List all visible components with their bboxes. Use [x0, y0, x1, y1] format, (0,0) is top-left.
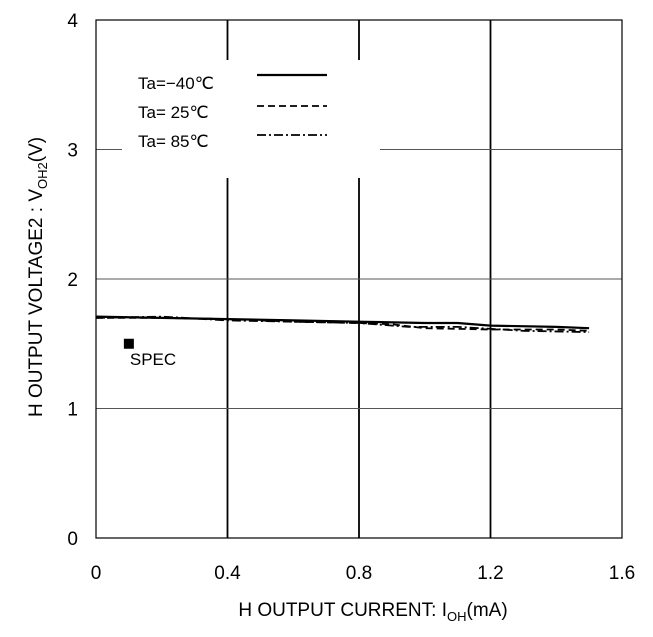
y-tick-label: 2	[67, 270, 78, 291]
y-tick-labels: 0 1 2 3 4	[67, 11, 78, 550]
legend-label-1: Ta=−40℃	[138, 74, 214, 93]
legend-background	[122, 60, 380, 178]
x-tick-labels: 0 0.4 0.8 1.2 1.6	[91, 563, 636, 584]
legend-label-3: Ta= 85℃	[138, 132, 209, 151]
legend: Ta=−40℃ Ta= 25℃ Ta= 85℃	[122, 60, 380, 178]
plot-frame	[95, 19, 623, 539]
series-line-3	[95, 315, 590, 333]
x-axis-title: H OUTPUT CURRENT: IOH(mA)	[238, 600, 507, 624]
y-tick-label: 3	[67, 141, 78, 162]
y-tick-label: 1	[67, 400, 78, 421]
y-tick-label: 4	[67, 11, 78, 32]
x-tick-label: 0.4	[214, 563, 241, 584]
series-line-2	[96, 316, 590, 332]
x-tick-label: 1.6	[609, 563, 635, 584]
legend-label-2: Ta= 25℃	[138, 103, 209, 122]
y-tick-label: 0	[67, 529, 78, 550]
spec-marker	[123, 338, 134, 349]
spec-label: SPEC	[130, 350, 176, 369]
x-tick-label: 0	[91, 563, 102, 584]
y-axis-title: H OUTPUT VOLTAGE2 : VOH2(V)	[26, 137, 50, 417]
x-tick-label: 0.8	[346, 563, 372, 584]
series-layer	[95, 315, 590, 333]
x-tick-label: 1.2	[477, 563, 503, 584]
annotation-layer: SPEC	[123, 338, 176, 369]
